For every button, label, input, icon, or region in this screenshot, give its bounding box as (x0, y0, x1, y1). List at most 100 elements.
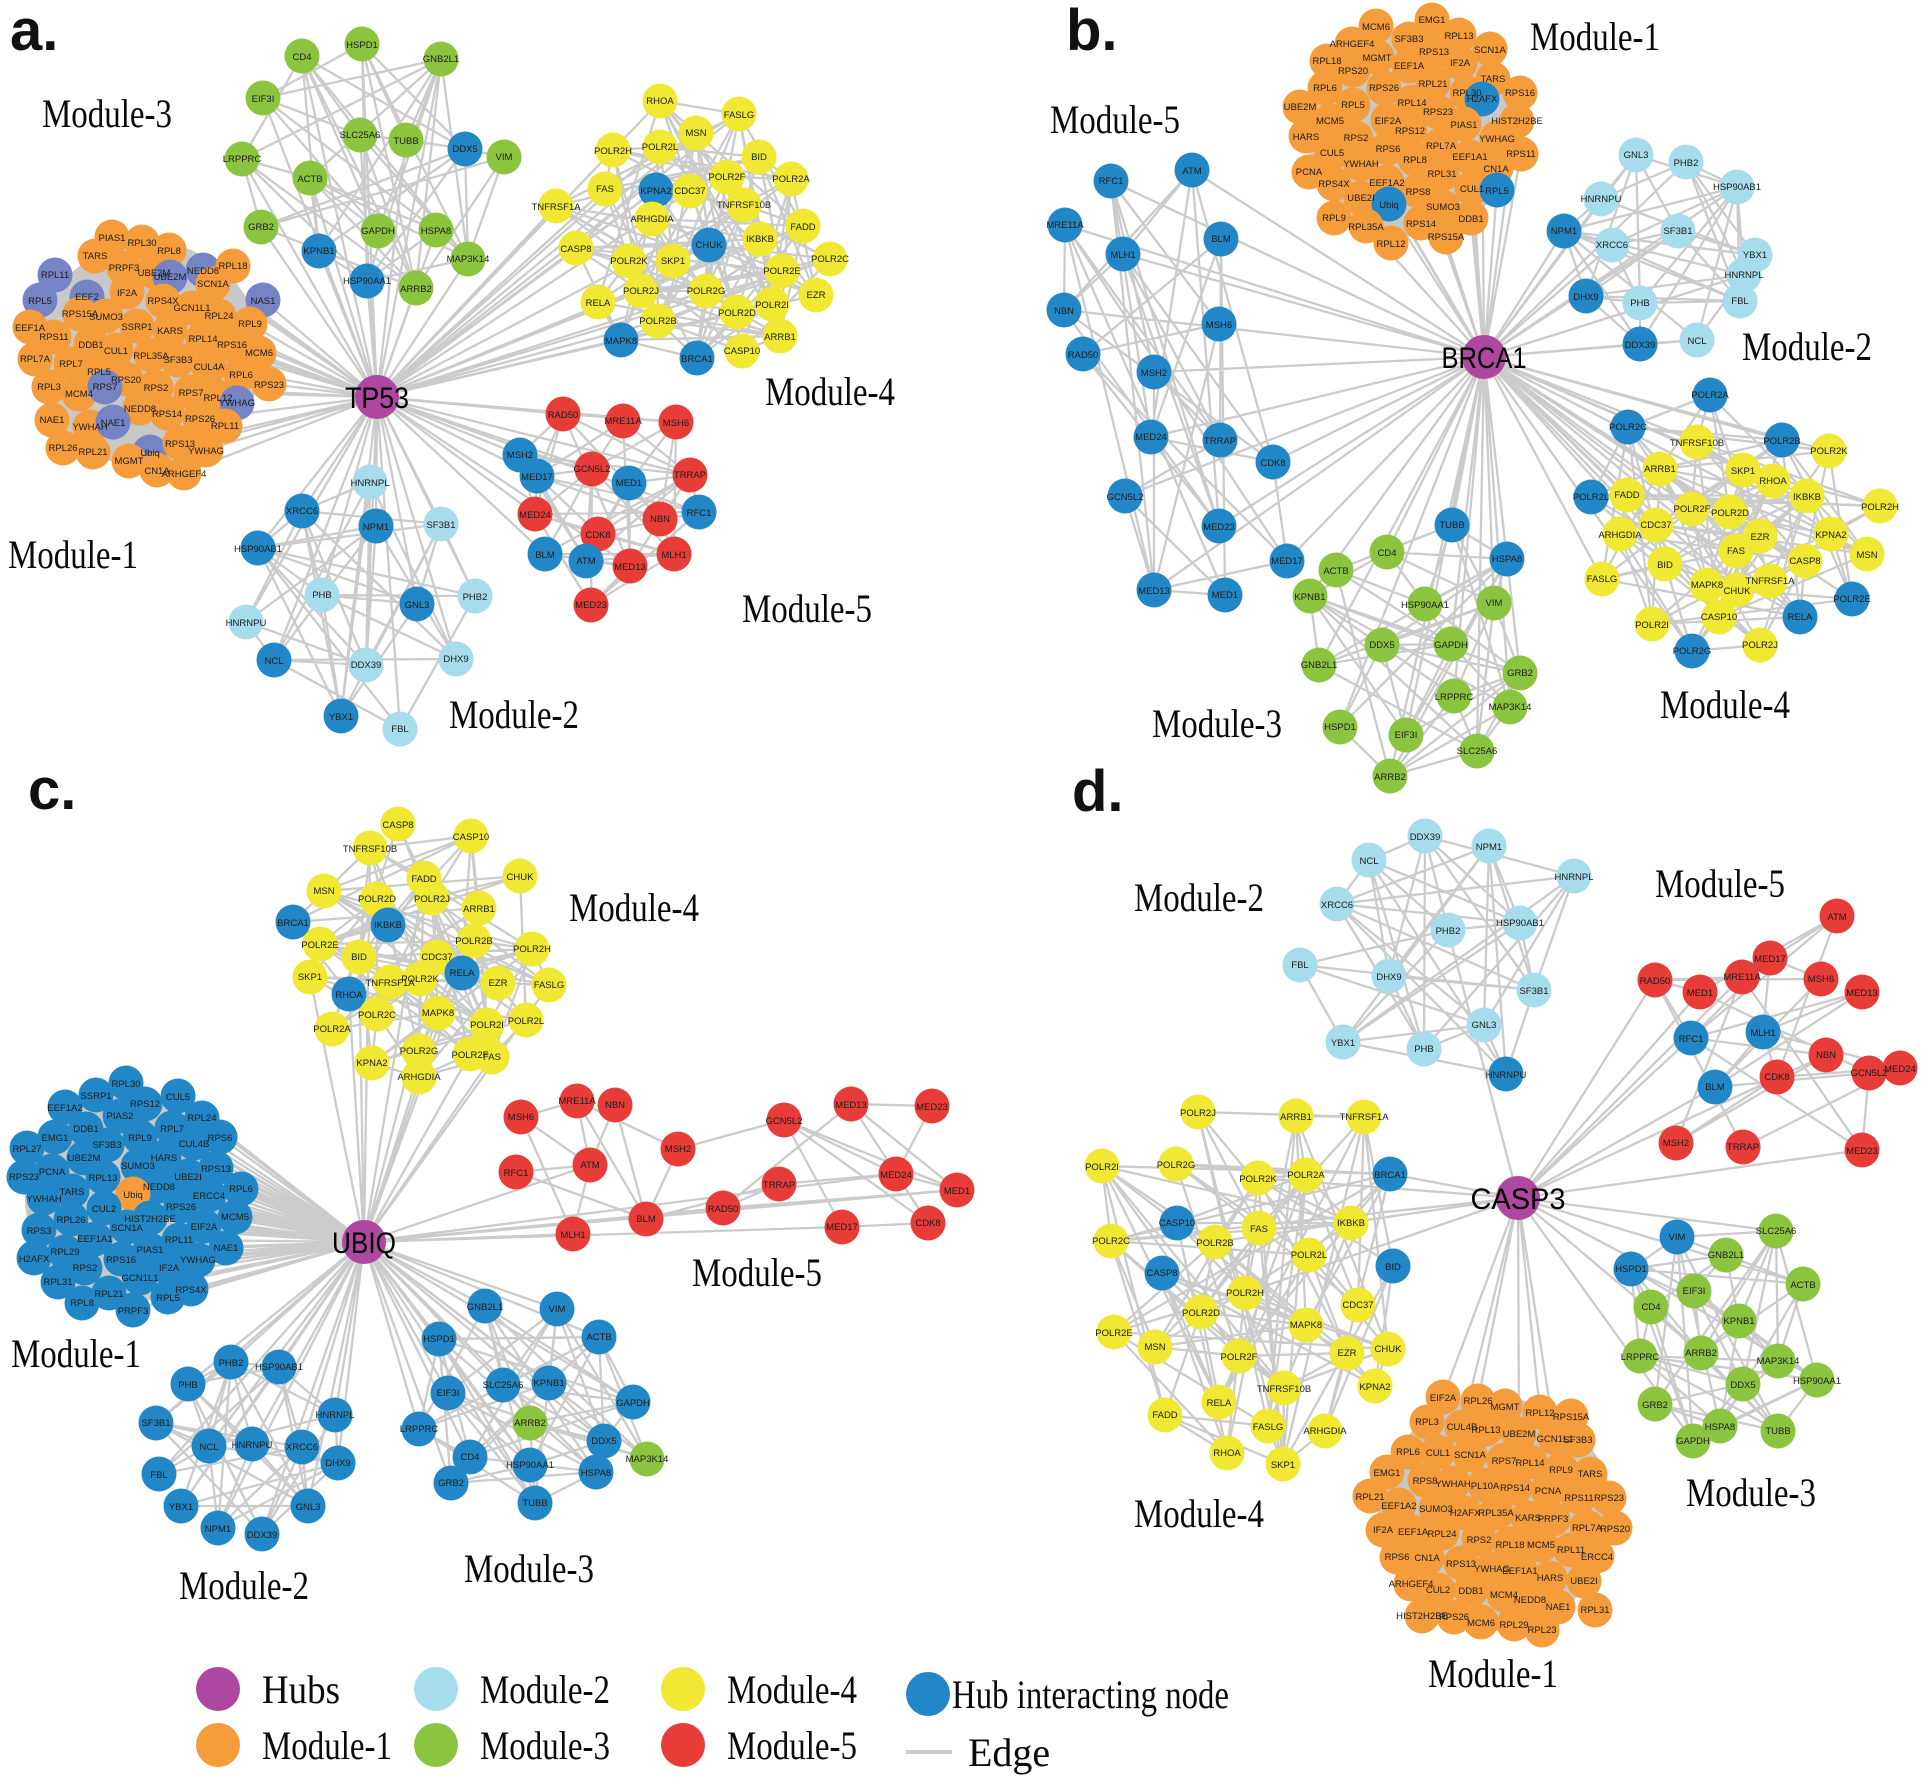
svg-text:MLH1: MLH1 (560, 1230, 585, 1241)
svg-text:RPS14: RPS14 (1500, 1483, 1530, 1494)
svg-text:POLR2C: POLR2C (358, 1010, 396, 1021)
svg-text:SCN1A: SCN1A (1454, 1450, 1486, 1461)
svg-text:YBX1: YBX1 (169, 1502, 193, 1513)
svg-text:PHB: PHB (312, 590, 332, 601)
svg-text:RPS14: RPS14 (152, 409, 182, 420)
svg-text:DDB1: DDB1 (73, 1124, 98, 1135)
svg-text:MAP3K14: MAP3K14 (626, 1454, 669, 1465)
svg-text:FAS: FAS (596, 184, 614, 195)
svg-text:POLR2F: POLR2F (1221, 1352, 1258, 1363)
svg-text:RPL7: RPL7 (160, 1124, 184, 1135)
svg-text:DDB1: DDB1 (78, 340, 103, 351)
svg-text:POLR2B: POLR2B (1196, 1238, 1234, 1249)
svg-text:Module-1: Module-1 (8, 532, 138, 577)
svg-text:YWHAH: YWHAH (26, 1194, 62, 1205)
svg-text:ARHGDIA: ARHGDIA (630, 214, 674, 225)
svg-text:POLR2I: POLR2I (470, 1020, 504, 1031)
svg-text:POLR2L: POLR2L (1573, 492, 1609, 503)
svg-text:PCNA: PCNA (1296, 167, 1323, 178)
svg-text:POLR2E: POLR2E (1833, 594, 1871, 605)
svg-text:MED1: MED1 (1212, 590, 1238, 601)
svg-text:NAE1: NAE1 (1546, 1602, 1571, 1613)
svg-text:TUBB: TUBB (1765, 1426, 1790, 1437)
svg-text:HSP90AA1: HSP90AA1 (343, 276, 391, 287)
svg-text:FBL: FBL (1291, 960, 1308, 971)
svg-text:MED17: MED17 (1754, 954, 1786, 965)
svg-text:MED13: MED13 (614, 562, 646, 573)
svg-text:PHB2: PHB2 (1674, 158, 1699, 169)
svg-text:Module-1: Module-1 (11, 1331, 141, 1376)
svg-text:RPL5: RPL5 (28, 296, 52, 307)
svg-text:GNB2L1: GNB2L1 (1708, 1250, 1744, 1261)
svg-text:CUL1: CUL1 (1426, 1448, 1450, 1459)
svg-text:CASP10: CASP10 (1701, 612, 1737, 623)
svg-text:MAPK8: MAPK8 (605, 336, 637, 347)
svg-text:RPL7A: RPL7A (1426, 141, 1457, 152)
svg-text:c.: c. (28, 757, 76, 822)
svg-text:XRCC6: XRCC6 (286, 1442, 318, 1453)
svg-text:CUL4A: CUL4A (194, 362, 225, 373)
svg-text:ARRB1: ARRB1 (1280, 1112, 1312, 1123)
svg-text:MCM4: MCM4 (1490, 1590, 1518, 1601)
svg-text:DDX5: DDX5 (1369, 640, 1394, 651)
svg-text:CUL5: CUL5 (1320, 148, 1344, 159)
svg-text:MAP3K14: MAP3K14 (1489, 702, 1532, 713)
svg-text:RPS4X: RPS4X (147, 296, 179, 307)
svg-text:BID: BID (1657, 560, 1673, 571)
svg-text:SF3B3: SF3B3 (163, 355, 192, 366)
svg-text:EEF1A: EEF1A (15, 323, 46, 334)
svg-text:RPS26: RPS26 (1369, 83, 1399, 94)
svg-text:RPL18: RPL18 (218, 261, 247, 272)
svg-text:RPL5: RPL5 (156, 1293, 180, 1304)
svg-text:TARS: TARS (1578, 1469, 1603, 1480)
svg-text:GCN1L1: GCN1L1 (1537, 1434, 1574, 1445)
svg-text:IF2A: IF2A (1373, 1525, 1394, 1536)
svg-text:TRRAP: TRRAP (674, 470, 706, 481)
svg-text:MGMT: MGMT (1490, 1402, 1519, 1413)
svg-text:FASLG: FASLG (724, 110, 755, 121)
svg-text:RPS7: RPS7 (1492, 1456, 1517, 1467)
svg-text:TP53: TP53 (345, 382, 409, 415)
svg-text:ARRB2: ARRB2 (514, 1418, 546, 1429)
svg-text:MSH6: MSH6 (508, 1112, 534, 1123)
svg-text:RPL29: RPL29 (50, 1247, 79, 1258)
svg-text:NBN: NBN (1054, 306, 1074, 317)
svg-text:DDX39: DDX39 (1625, 340, 1656, 351)
svg-text:RPL9: RPL9 (238, 319, 262, 330)
svg-text:POLR2F: POLR2F (1674, 504, 1711, 515)
svg-text:RPS20: RPS20 (111, 375, 141, 386)
svg-text:CHUK: CHUK (507, 872, 535, 883)
svg-text:POLR2G: POLR2G (400, 1046, 439, 1057)
svg-text:YBX1: YBX1 (329, 712, 353, 723)
svg-text:POLR2H: POLR2H (594, 146, 632, 157)
svg-text:POLR2D: POLR2D (1182, 1308, 1220, 1319)
svg-text:VIM: VIM (496, 152, 513, 163)
svg-text:DDX5: DDX5 (1730, 1380, 1755, 1391)
svg-text:GCN5L2: GCN5L2 (574, 464, 611, 475)
svg-text:RFC1: RFC1 (1679, 1034, 1704, 1045)
svg-text:MGMT: MGMT (114, 456, 143, 467)
svg-text:KARS: KARS (157, 326, 183, 337)
svg-text:POLR2D: POLR2D (1711, 508, 1749, 519)
svg-text:MRE11A: MRE11A (1723, 972, 1761, 983)
svg-text:PCNA: PCNA (39, 1167, 66, 1178)
svg-text:VIM: VIM (1486, 598, 1503, 609)
svg-text:RPL13: RPL13 (88, 1173, 117, 1184)
svg-text:RFC1: RFC1 (687, 508, 712, 519)
svg-text:CUL4B: CUL4B (1447, 1422, 1478, 1433)
svg-text:POLR2L: POLR2L (642, 142, 678, 153)
svg-text:RPS8: RPS8 (1406, 187, 1431, 198)
svg-text:RPL6: RPL6 (1396, 1447, 1420, 1458)
svg-text:PL10A: PL10A (1471, 1481, 1500, 1492)
svg-text:BRCA1: BRCA1 (1374, 1170, 1406, 1181)
svg-text:RPL11: RPL11 (211, 421, 239, 432)
svg-text:MED1: MED1 (616, 478, 642, 489)
svg-text:FASLG: FASLG (534, 980, 565, 991)
svg-text:SF3B1: SF3B1 (426, 520, 455, 531)
svg-text:RPS20: RPS20 (1600, 1524, 1630, 1535)
svg-text:RHOA: RHOA (1213, 1448, 1241, 1459)
svg-text:POLR2C: POLR2C (811, 254, 849, 265)
svg-text:MAPK8: MAPK8 (1290, 1320, 1322, 1331)
svg-text:RPS11: RPS11 (39, 332, 68, 343)
svg-text:MED23: MED23 (916, 1102, 948, 1113)
